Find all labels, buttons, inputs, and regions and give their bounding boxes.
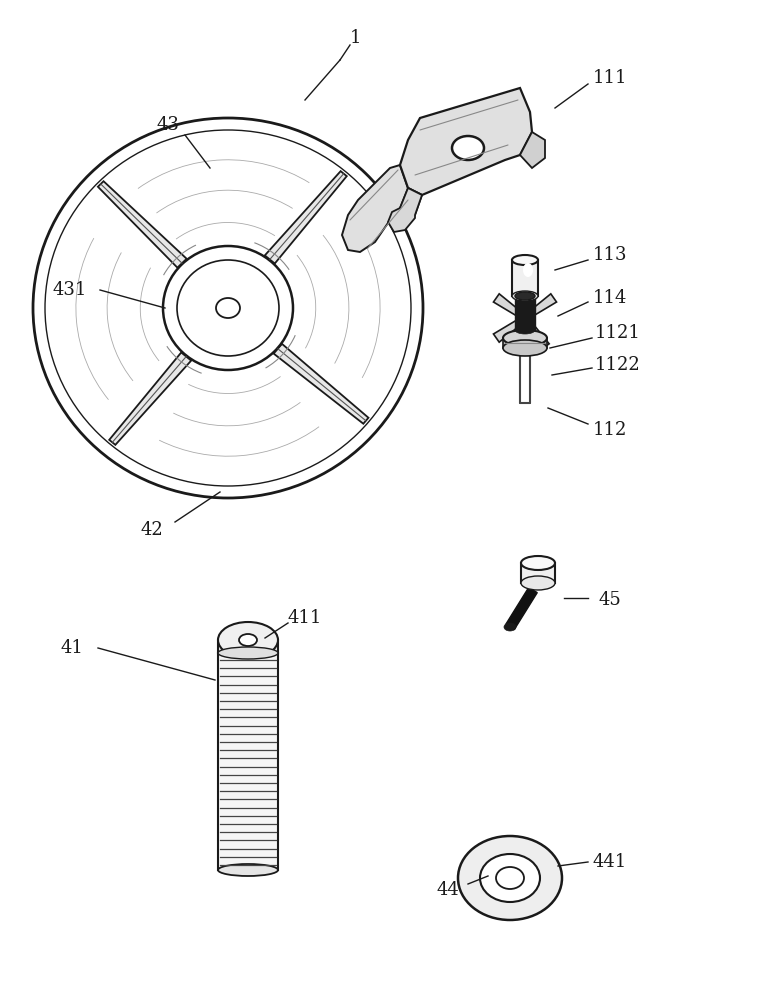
Ellipse shape: [480, 854, 540, 902]
Text: 441: 441: [593, 853, 627, 871]
Text: 43: 43: [156, 116, 179, 134]
Text: 411: 411: [288, 609, 322, 627]
Ellipse shape: [523, 263, 533, 277]
Text: 42: 42: [140, 521, 163, 539]
Text: 114: 114: [593, 289, 627, 307]
Text: 44: 44: [436, 881, 459, 899]
Ellipse shape: [177, 260, 279, 356]
Ellipse shape: [521, 556, 555, 570]
Text: 1121: 1121: [595, 324, 641, 342]
Text: 112: 112: [593, 421, 627, 439]
Ellipse shape: [503, 330, 547, 346]
Polygon shape: [218, 653, 278, 870]
Polygon shape: [521, 563, 555, 583]
Text: 1122: 1122: [595, 356, 641, 374]
Ellipse shape: [218, 647, 278, 659]
Polygon shape: [98, 181, 186, 268]
Ellipse shape: [218, 864, 278, 876]
Polygon shape: [524, 294, 557, 320]
Polygon shape: [493, 316, 526, 342]
Polygon shape: [512, 260, 538, 296]
Ellipse shape: [515, 292, 535, 300]
Text: 113: 113: [593, 246, 627, 264]
Ellipse shape: [496, 867, 524, 889]
Polygon shape: [503, 338, 547, 348]
Text: 111: 111: [593, 69, 627, 87]
Polygon shape: [520, 132, 545, 168]
Polygon shape: [109, 352, 191, 445]
Ellipse shape: [452, 136, 484, 160]
Polygon shape: [493, 294, 526, 320]
Text: 45: 45: [598, 591, 621, 609]
Polygon shape: [400, 88, 532, 195]
Ellipse shape: [503, 340, 547, 356]
Ellipse shape: [458, 836, 562, 920]
Ellipse shape: [216, 298, 240, 318]
Polygon shape: [265, 171, 347, 264]
Polygon shape: [515, 296, 535, 330]
Ellipse shape: [239, 634, 257, 646]
Ellipse shape: [163, 246, 293, 370]
Polygon shape: [400, 188, 422, 215]
Polygon shape: [218, 640, 278, 653]
Polygon shape: [523, 317, 549, 350]
Ellipse shape: [33, 118, 423, 498]
Ellipse shape: [515, 326, 535, 334]
Ellipse shape: [512, 255, 538, 265]
Polygon shape: [505, 587, 537, 630]
Polygon shape: [388, 188, 422, 232]
Ellipse shape: [512, 291, 538, 301]
Polygon shape: [342, 165, 408, 252]
Polygon shape: [274, 344, 368, 424]
Text: 1: 1: [349, 29, 360, 47]
Ellipse shape: [218, 622, 278, 658]
Ellipse shape: [521, 576, 555, 590]
Ellipse shape: [504, 623, 516, 631]
Text: 41: 41: [61, 639, 84, 657]
Text: 431: 431: [53, 281, 87, 299]
